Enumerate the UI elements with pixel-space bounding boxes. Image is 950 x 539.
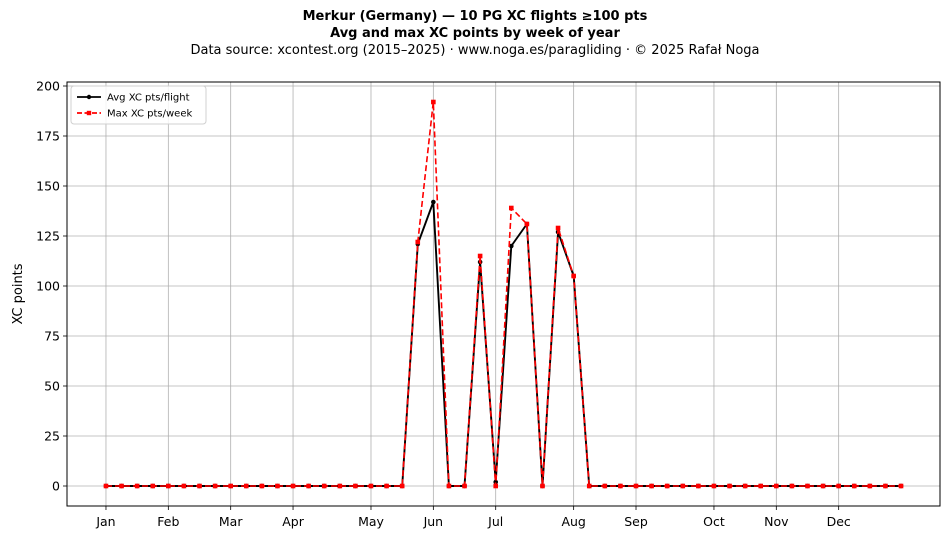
y-tick-label: 125 (36, 229, 60, 244)
y-tick-label: 0 (52, 479, 60, 494)
chart-source-line: Data source: xcontest.org (2015–2025) · … (190, 43, 760, 58)
data-point (758, 483, 764, 489)
y-tick-label: 25 (44, 429, 60, 444)
data-point (493, 483, 499, 489)
grid-lines (67, 82, 940, 506)
data-point (867, 483, 873, 489)
data-point (477, 253, 483, 259)
data-point (275, 483, 280, 489)
data-point (649, 483, 654, 489)
data-point (571, 273, 576, 279)
y-tick-label: 150 (36, 179, 60, 194)
x-tick-label: Sep (624, 514, 648, 529)
data-point (586, 483, 592, 489)
data-point (805, 483, 810, 489)
data-point (508, 243, 514, 249)
data-point (618, 483, 623, 489)
data-point (337, 483, 343, 489)
data-point (898, 483, 904, 489)
legend: Avg XC pts/flight Max XC pts/week (70, 85, 207, 125)
data-point (462, 483, 467, 489)
data-point (321, 483, 327, 489)
data-point (259, 483, 265, 489)
x-tick-label: Apr (282, 514, 304, 529)
data-point (431, 99, 436, 105)
data-point (103, 483, 109, 489)
x-tick-label: Dec (827, 514, 851, 529)
data-point (243, 483, 249, 489)
series-max (103, 99, 904, 489)
data-point (415, 239, 421, 245)
data-point (540, 483, 545, 489)
data-point (290, 483, 296, 489)
data-point (524, 221, 530, 227)
data-point (836, 483, 841, 489)
data-point (119, 483, 124, 489)
data-point (446, 483, 452, 489)
data-point (789, 483, 795, 489)
data-point (883, 483, 888, 489)
legend-label: Avg XC pts/flight (107, 93, 190, 104)
data-point (228, 483, 233, 489)
data-point (664, 483, 670, 489)
data-point (696, 483, 701, 489)
x-tick-label: Jan (95, 514, 115, 529)
data-point (197, 483, 202, 489)
data-point (633, 483, 639, 489)
data-point (384, 483, 389, 489)
legend-box (70, 85, 207, 125)
series-layer (103, 99, 904, 489)
y-tick-label: 200 (36, 79, 60, 94)
y-tick-label: 50 (44, 379, 60, 394)
data-point (306, 483, 311, 489)
data-point (399, 483, 405, 489)
data-point (150, 483, 156, 489)
x-tick-label: Mar (219, 514, 243, 529)
data-point (555, 225, 561, 231)
data-point (774, 483, 779, 489)
series-line (106, 101, 901, 487)
y-tick-label: 175 (36, 129, 60, 144)
data-point (742, 483, 748, 489)
data-point (134, 483, 140, 489)
x-tick-label: Jun (423, 514, 444, 529)
data-point (851, 483, 857, 489)
plot-frame (66, 81, 941, 507)
x-tick-label: May (358, 514, 384, 529)
legend-swatch-marker (86, 94, 92, 100)
chart-title: Merkur (Germany) — 10 PG XC flights ≥100… (302, 9, 648, 24)
data-point (493, 479, 499, 485)
legend-label: Max XC pts/week (107, 109, 192, 120)
x-tick-label: Nov (764, 514, 789, 529)
data-point (431, 199, 436, 205)
data-point (353, 483, 358, 489)
data-point (680, 483, 686, 489)
x-tick-label: Oct (703, 514, 725, 529)
legend-swatch-marker (86, 110, 92, 116)
x-tick-label: Feb (157, 514, 179, 529)
data-point (166, 483, 171, 489)
x-tick-label: Jul (487, 514, 503, 529)
data-point (711, 483, 717, 489)
data-point (368, 483, 374, 489)
y-tick-label: 100 (36, 279, 60, 294)
y-tick-label: 75 (44, 329, 60, 344)
data-point (181, 483, 187, 489)
y-axis-ticks: 0 25 50 75 100 125 150 175 200 (36, 79, 67, 494)
data-point (820, 483, 826, 489)
data-point (212, 483, 218, 489)
data-point (602, 483, 608, 489)
x-axis-ticks: Jan Feb Mar Apr May Jun Jul Aug Sep Oct Nov Dec (95, 506, 851, 529)
chart-titles: Merkur (Germany) — 10 PG XC flights ≥100… (0, 8, 950, 59)
data-point (727, 483, 732, 489)
data-point (508, 205, 514, 211)
x-tick-label: Aug (561, 514, 585, 529)
y-axis-label: XC points (11, 263, 26, 324)
chart-subtitle: Avg and max XC points by week of year (330, 26, 620, 41)
